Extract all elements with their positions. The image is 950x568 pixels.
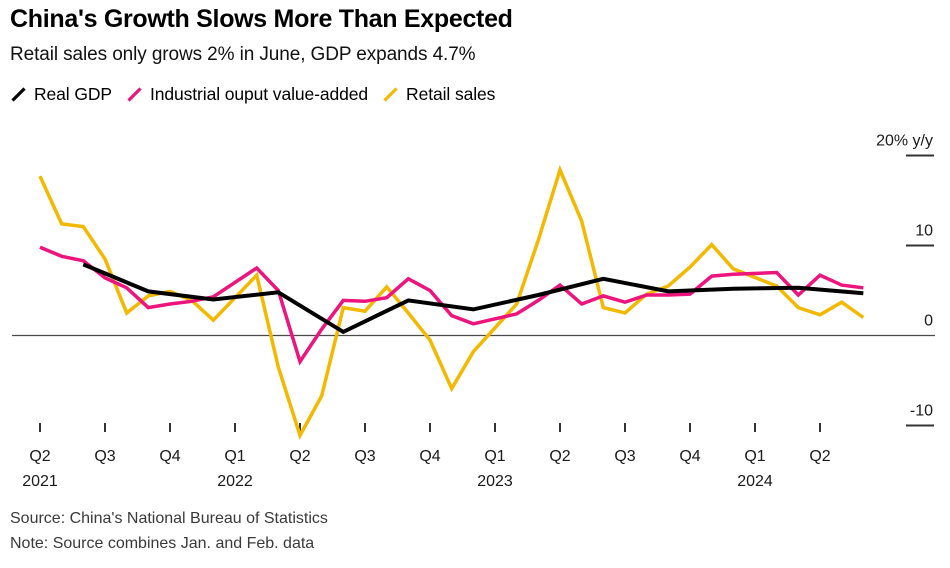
- x-axis-quarter-label: Q4: [159, 448, 180, 465]
- legend-label-industrial-output: Industrial ouput value-added: [149, 84, 369, 104]
- chart-subtitle: Retail sales only grows 2% in June, GDP …: [10, 44, 476, 65]
- x-axis-quarter-label: Q2: [809, 448, 830, 465]
- x-axis-quarter-label: Q2: [29, 448, 50, 465]
- y-axis-label: 20% y/y: [876, 133, 933, 150]
- x-axis-year-label: 2021: [22, 473, 58, 490]
- legend-label-retail-sales: Retail sales: [406, 84, 496, 104]
- legend-item-industrial-output: Industrial ouput value-added: [126, 84, 368, 105]
- real-gdp-line-icon: [11, 87, 26, 102]
- x-axis-quarter-label: Q1: [484, 448, 505, 465]
- chart-footer: Source: China's National Bureau of Stati…: [10, 506, 328, 556]
- legend-item-real-gdp: Real GDP: [10, 84, 112, 105]
- legend: Real GDP Industrial ouput value-added Re…: [10, 84, 495, 105]
- chart-title: China's Growth Slows More Than Expected: [10, 5, 513, 33]
- y-axis-label: -10: [910, 403, 933, 420]
- retail-sales-line-icon: [383, 87, 398, 102]
- x-axis-quarter-label: Q1: [744, 448, 765, 465]
- x-axis-quarter-label: Q3: [614, 448, 635, 465]
- legend-label-real-gdp: Real GDP: [34, 84, 112, 104]
- x-axis-quarter-label: Q1: [224, 448, 245, 465]
- series-line-real-gdp: [82, 262, 864, 335]
- series-line-retail-sales: [38, 164, 865, 440]
- x-axis-quarter-label: Q2: [549, 448, 570, 465]
- x-axis-quarter-label: Q4: [679, 448, 700, 465]
- x-axis-year-label: 2022: [217, 473, 253, 490]
- methodology-note: Note: Source combines Jan. and Feb. data: [10, 535, 315, 552]
- legend-item-retail-sales: Retail sales: [382, 84, 495, 105]
- x-axis-quarter-label: Q4: [419, 448, 440, 465]
- x-axis-quarter-label: Q3: [354, 448, 375, 465]
- x-axis-quarter-label: Q3: [94, 448, 115, 465]
- source-note: Source: China's National Bureau of Stati…: [10, 510, 328, 527]
- x-axis-year-label: 2024: [737, 473, 773, 490]
- industrial-output-line-icon: [127, 87, 142, 102]
- y-axis-label: 10: [915, 223, 933, 240]
- y-axis-label: 0: [924, 313, 933, 330]
- x-axis-year-label: 2023: [477, 473, 513, 490]
- x-axis-quarter-label: Q2: [289, 448, 310, 465]
